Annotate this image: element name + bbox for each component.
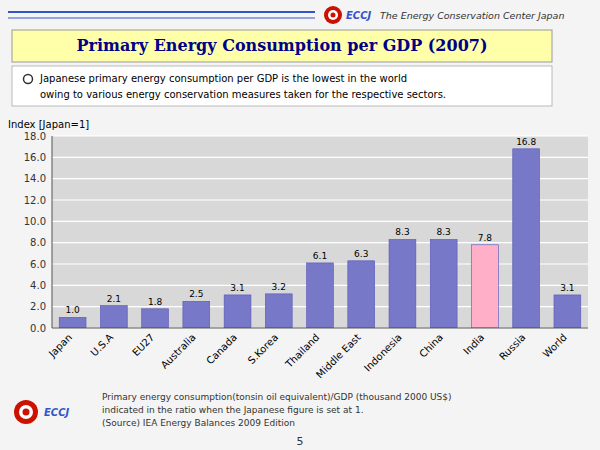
x-tick-label: Thailand [283,332,322,371]
bar [224,295,251,328]
bar [513,149,540,328]
data-label: 7.8 [478,233,493,243]
data-label: 6.3 [354,249,368,259]
grid-line [52,221,588,222]
note: (Source) IEA Energy Balances 2009 Editio… [102,418,295,428]
bar [183,301,210,328]
x-axis [52,328,588,329]
bar [307,263,334,328]
plot-background [52,136,588,328]
x-tick-label: India [461,332,486,357]
note: indicated in the ratio when the Japanese… [102,405,364,415]
x-tick-label: Australia [159,332,198,371]
data-label: 6.1 [313,251,327,261]
bar [472,245,499,328]
logo-text: ECCJ [44,407,70,418]
bullet-text: Japanese primary energy consumption per … [39,73,407,84]
bar [430,239,457,328]
header-rule [8,18,315,19]
data-label: 2.5 [189,289,203,299]
y-tick-label: 14.0 [24,173,46,184]
x-tick-label: World [541,332,569,360]
data-label: 8.3 [437,227,451,237]
bar [389,239,416,328]
note: Primary energy consumption(tonsin oil eq… [102,392,452,402]
x-tick-label: Middle East [314,332,363,381]
logo [23,409,30,416]
data-label: 8.3 [395,227,409,237]
y-tick-label: 0.0 [30,323,46,334]
page-number: 5 [297,435,304,448]
logo [328,10,338,20]
y-axis [52,136,53,328]
grid-line [52,242,588,243]
x-tick-label: S.Korea [246,332,281,367]
x-tick-label: China [417,332,445,360]
bullet [24,75,33,84]
x-tick-label: EU27 [130,332,156,358]
y-tick-label: 2.0 [30,301,46,312]
y-axis-label: Index [Japan=1] [8,119,89,130]
logo [324,6,342,24]
logo [19,405,33,419]
bars [59,149,581,328]
logo [331,13,336,18]
data-label: 16.8 [516,137,536,147]
x-tick-label: Japan [46,332,74,360]
grid-line [52,327,588,328]
grid-line [52,178,588,179]
header-rule [8,11,315,13]
title-box [12,30,552,62]
y-tick-label: 18.0 [24,131,46,142]
grid-line [52,135,588,136]
bullet-box [12,66,552,106]
data-label: 3.2 [272,282,286,292]
x-tick-label: U.S.A [88,332,115,359]
y-tick-label: 4.0 [30,280,46,291]
data-label: 1.0 [65,305,80,315]
chart: ECCJ The Energy Conservation Center Japan… [0,0,600,450]
x-tick-label: Russia [497,332,528,363]
bar [554,295,581,328]
x-tick-label: Indonesia [362,332,404,374]
grid-line [52,199,588,200]
data-label: 2.1 [107,294,121,304]
bar [142,309,169,328]
bullet-text: owing to various energy conservation mea… [40,89,446,100]
y-tick-label: 8.0 [30,237,46,248]
y-tick-label: 16.0 [24,152,46,163]
grid-line [52,157,588,158]
data-label: 3.1 [230,283,244,293]
bar [100,306,127,328]
bar [59,317,86,328]
y-tick-label: 10.0 [24,216,46,227]
x-tick-label: Canada [204,332,239,367]
title: Primary Energy Consumption per GDP (2007… [77,36,488,55]
y-tick-label: 12.0 [24,195,46,206]
bar [348,261,375,328]
logo [14,400,38,424]
bar [265,294,292,328]
data-label: 1.8 [148,297,163,307]
logo-text: ECCJ [346,10,372,21]
header-text: The Energy Conservation Center Japan [380,10,564,21]
data-label: 3.1 [560,283,574,293]
y-tick-label: 6.0 [30,259,46,270]
